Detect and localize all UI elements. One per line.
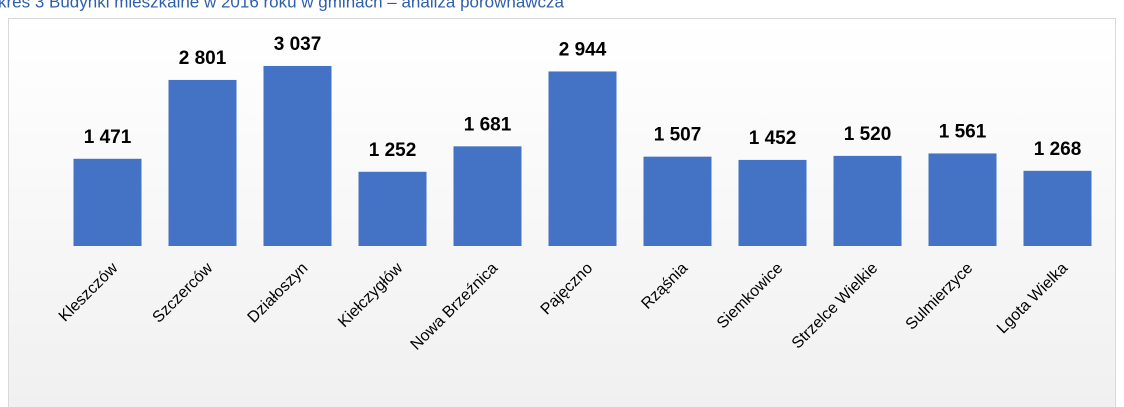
data-label: 1 681 bbox=[464, 114, 512, 135]
bar bbox=[833, 155, 902, 246]
bar bbox=[1023, 170, 1092, 246]
data-label: 1 452 bbox=[749, 128, 797, 149]
data-label: 3 037 bbox=[274, 34, 322, 55]
bar bbox=[263, 65, 332, 247]
bar bbox=[73, 158, 142, 246]
bar bbox=[643, 156, 712, 246]
chart-title: kres 3 Budynki mieszkalne w 2016 roku w … bbox=[0, 0, 565, 11]
data-label: 1 561 bbox=[939, 121, 987, 142]
bar bbox=[738, 159, 807, 246]
data-label: 1 471 bbox=[84, 127, 132, 148]
data-label: 1 252 bbox=[369, 140, 417, 161]
bar bbox=[928, 153, 997, 246]
data-label: 2 944 bbox=[559, 39, 607, 60]
data-label: 2 801 bbox=[179, 48, 227, 69]
bar bbox=[168, 79, 237, 247]
data-label: 1 507 bbox=[654, 125, 702, 146]
data-label: 1 268 bbox=[1034, 139, 1082, 160]
data-label: 1 520 bbox=[844, 124, 892, 145]
bar bbox=[453, 146, 522, 246]
bar bbox=[548, 71, 617, 246]
bar bbox=[358, 171, 427, 246]
